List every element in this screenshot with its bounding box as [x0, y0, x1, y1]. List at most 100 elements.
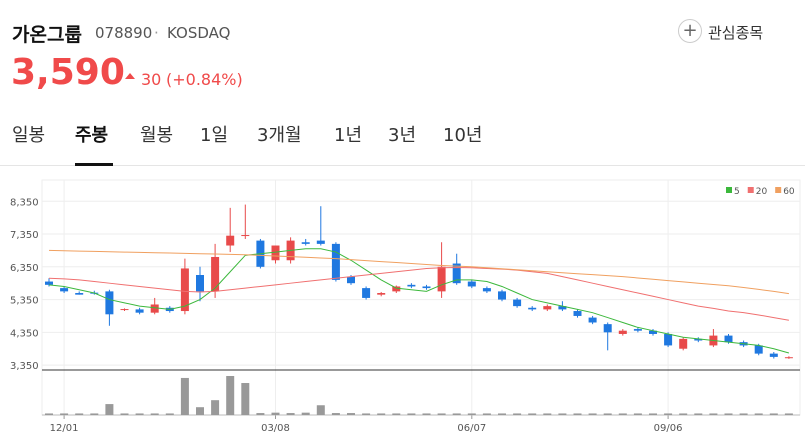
candle-body [422, 286, 431, 289]
volume-bar [331, 413, 340, 415]
volume-bar [226, 376, 235, 415]
period-tab[interactable]: 10년 [443, 125, 483, 146]
candle-body [45, 281, 53, 285]
candle-body [362, 288, 371, 298]
price: 3,590 [11, 52, 125, 93]
volume-bar [271, 412, 280, 415]
period-tab[interactable]: 일봉 [12, 125, 46, 146]
legend-swatch [747, 187, 754, 193]
volume-bar [437, 413, 446, 415]
candle-body [196, 275, 204, 292]
x-tick-label: 12/01 [50, 423, 79, 434]
volume-bar [347, 413, 355, 415]
moving-average-line [48, 249, 789, 295]
period-tab[interactable]: 3개월 [257, 125, 302, 146]
separator: · [154, 24, 159, 42]
volume-bar [754, 413, 763, 415]
candle-body [588, 317, 597, 323]
candle-body [754, 345, 763, 354]
period-tab[interactable]: 월봉 [140, 125, 174, 146]
x-tick-label: 03/08 [261, 423, 290, 434]
up-arrow [125, 73, 135, 79]
candle-body [452, 263, 461, 284]
candle-body [180, 268, 189, 312]
volume-bar [392, 413, 401, 415]
volume-bar [467, 413, 476, 415]
period-tab[interactable]: 1일 [200, 125, 229, 146]
x-tick-label: 09/06 [654, 423, 683, 434]
volume-bar [528, 413, 537, 415]
legend-label: 20 [756, 187, 768, 197]
candle-body [377, 293, 386, 295]
candle-body [120, 309, 129, 311]
moving-average-line [48, 266, 789, 321]
period-tab[interactable]: 1년 [334, 125, 363, 146]
candle-body [135, 309, 144, 313]
volume-bar [452, 413, 461, 415]
volume-bar [422, 413, 431, 415]
volume-bar [180, 377, 189, 415]
volume-bar [709, 413, 718, 415]
change-rate: (+0.84%) [166, 70, 243, 89]
candle-body [528, 307, 537, 310]
y-tick-label: 8,350 [10, 197, 39, 208]
volume-bar [664, 413, 673, 415]
candle-body [150, 304, 159, 313]
candle-body [211, 256, 220, 292]
candle-body [482, 288, 491, 292]
y-tick-label: 7,350 [10, 230, 39, 241]
x-tick-label: 06/07 [457, 423, 486, 434]
volume-bar [150, 413, 159, 415]
volume-bar [105, 404, 114, 415]
period-tab[interactable]: 주봉 [75, 125, 109, 146]
candle-body [724, 335, 733, 343]
candle-body [573, 311, 582, 316]
y-tick-label: 3,350 [10, 361, 39, 372]
candle-body [331, 243, 340, 280]
moving-average-line [48, 248, 790, 354]
volume-bar [301, 412, 310, 415]
volume-bar [649, 413, 657, 415]
candle-body [664, 333, 673, 346]
volume-bar [407, 413, 416, 415]
volume-bar [558, 413, 567, 415]
market: KOSDAQ [167, 24, 231, 42]
divider [0, 165, 805, 166]
candle-body [633, 329, 642, 331]
volume-bar [588, 413, 597, 415]
candle-body [543, 306, 552, 310]
volume-bar [724, 413, 733, 415]
tab-underline [75, 163, 113, 166]
y-tick-label: 4,350 [10, 328, 39, 339]
volume-bar [573, 413, 582, 415]
add-watch-icon[interactable]: + [678, 19, 702, 43]
volume-bar [543, 413, 552, 415]
candle-body [241, 235, 250, 237]
candle-body [75, 293, 84, 295]
candle-body [347, 276, 355, 284]
candle-body [784, 357, 793, 359]
volume-bar [45, 413, 53, 415]
candle-body [60, 288, 69, 292]
candle-body [316, 240, 325, 244]
legend-label: 5 [734, 187, 740, 197]
volume-bar [165, 413, 174, 415]
candle-body [437, 266, 446, 292]
candle-body [694, 338, 703, 341]
watch-button[interactable]: 관심종목 [708, 24, 764, 42]
volume-bar [694, 413, 703, 415]
candle-body [226, 235, 235, 246]
candle-body [467, 281, 476, 287]
stock-name: 가온그룹 [12, 24, 82, 46]
stock-code: 078890 [95, 24, 153, 42]
volume-bar [60, 413, 69, 415]
period-tab[interactable]: 3년 [388, 125, 417, 146]
volume-bar [603, 413, 612, 415]
y-tick-label: 6,350 [10, 263, 39, 274]
candle-body [513, 299, 522, 307]
volume-bar [498, 413, 506, 415]
volume-bar [196, 407, 204, 415]
volume-bar [679, 413, 688, 415]
